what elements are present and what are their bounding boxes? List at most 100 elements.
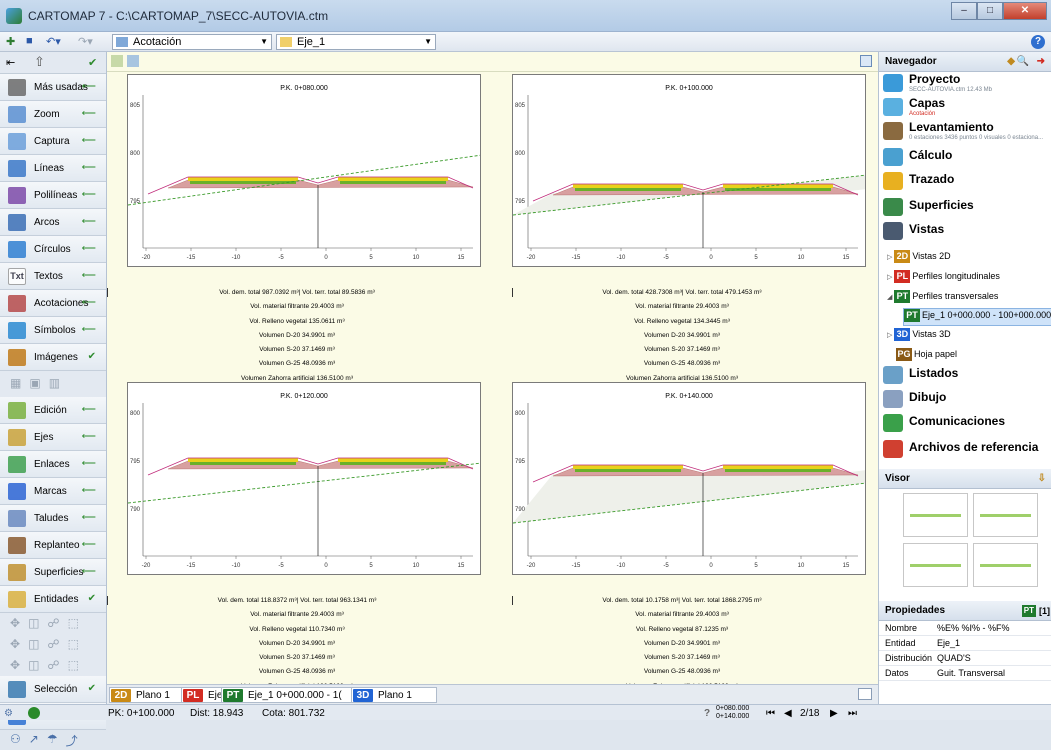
zoom-extents-icon[interactable] [111,55,123,67]
prev-page-icon[interactable]: ◀ [784,708,792,719]
tool-group-dimension[interactable]: Acotaciones ⟵ [0,290,106,317]
property-row[interactable]: Nombre %E% %I% - %F% [879,621,1051,636]
view-tab[interactable]: 3D Plano 1 [351,687,437,703]
pin-icon[interactable]: ⇩ [1037,473,1046,484]
pan-icon[interactable] [127,55,139,67]
collapsed-icon[interactable]: ▷ [887,273,895,281]
layer-combo[interactable]: Acotación ▼ [112,34,272,50]
entity-tool-icon[interactable]: ⬚ [67,658,79,672]
minimize-button[interactable]: – [951,2,977,20]
maximize-view-icon[interactable] [860,55,872,67]
tool-group-capture[interactable]: Captura ⟵ [0,128,106,155]
pin-icon[interactable]: ✔ [87,683,96,694]
entity-tool-icon[interactable]: ◫ [28,658,40,672]
pin-icon[interactable]: ✔ [88,57,98,69]
property-row[interactable]: Entidad Eje_1 [879,636,1051,651]
tool-group-marks[interactable]: Marcas ⟵ [0,478,106,505]
visor-thumb[interactable] [973,493,1038,537]
visor-thumb[interactable] [903,543,968,587]
cross-section-plot[interactable]: P.K. 0+080.000 -20 -15 -10 -5 0 5 10 15 805 800 795 [127,74,481,267]
tool-group-most-used[interactable]: Más usadas ⟵ [0,74,106,101]
drawing-area[interactable]: P.K. 0+080.000 -20 -15 -10 -5 0 5 10 15 805 800 795… [107,52,878,704]
tree-item[interactable]: PG Hoja papel [887,348,957,366]
entity-tool-icon[interactable]: ☍ [47,658,60,672]
nav-proyecto[interactable]: Proyecto SECC-AUTOVIA.ctm 12.43 Mb [883,72,1048,94]
snap-icon[interactable]: ⚙ [4,708,13,719]
image-tool-icon[interactable]: ▦ [10,376,22,390]
pin-icon[interactable]: ⟵ [81,270,96,281]
tool-group-surfaces[interactable]: Superficies ⟵ [0,559,106,586]
nav-cálculo[interactable]: Cálculo [883,146,1048,168]
cross-section-plot[interactable]: P.K. 0+140.000 -20 -15 -10 -5 0 5 10 15 800 795 790 [512,382,866,575]
tool-group-staking[interactable]: Replanteo ⟵ [0,532,106,559]
cake-icon[interactable]: ◆ [1007,56,1015,67]
tool-group-images[interactable]: Imágenes ✔ [0,344,106,371]
property-row[interactable]: Distribución QUAD'S [879,651,1051,666]
tree-item[interactable]: ◢ PT Perfiles transversales [887,290,998,308]
pin-icon[interactable]: ⟵ [81,162,96,173]
nav-superficies[interactable]: Superficies [883,196,1048,218]
tool-group-text[interactable]: Txt Textos ⟵ [0,263,106,290]
tool-group-lines[interactable]: Líneas ⟵ [0,155,106,182]
tool-group-links[interactable]: Enlaces ⟵ [0,451,106,478]
nav-listados[interactable]: Listados [883,364,1048,386]
save-icon[interactable]: ■ [26,35,33,47]
close-button[interactable]: ✕ [1003,2,1047,20]
entity-tool-icon[interactable]: ✥ [10,658,21,672]
help-icon[interactable]: ? [1031,35,1045,49]
nav-vistas[interactable]: Vistas [883,220,1048,242]
pin-icon[interactable]: ⟵ [81,243,96,254]
tool-group-polylines[interactable]: Polilíneas ⟵ [0,182,106,209]
tree-item[interactable]: ▷ 2D Vistas 2D [887,250,951,268]
nav-levantamiento[interactable]: Levantamiento 0 estaciones 3436 puntos 0 … [883,120,1048,142]
bottom-tool-icon[interactable]: ☂ [46,732,58,746]
pin-icon[interactable]: ⟵ [81,485,96,496]
nav-comunicaciones[interactable]: Comunicaciones [883,412,1048,434]
pin-icon[interactable]: ⟵ [81,431,96,442]
pin-icon[interactable]: ⟵ [81,566,96,577]
bottom-tool-icon[interactable]: ⚇ [10,732,21,746]
tool-group-selection[interactable]: Selección ✔ [0,676,106,703]
collapsed-icon[interactable]: ▷ [887,253,895,261]
visor-thumb[interactable] [973,543,1038,587]
pin-icon[interactable]: ⟵ [81,216,96,227]
entity-tool-icon[interactable]: ⬚ [67,616,79,630]
entity-tool-icon[interactable]: ◫ [28,616,40,630]
first-page-icon[interactable]: ⏮ [766,708,775,719]
tool-group-axes[interactable]: Ejes ⟵ [0,424,106,451]
pin-icon[interactable]: ⟵ [81,135,96,146]
tool-group-symbols[interactable]: Símbolos ⟵ [0,317,106,344]
pin-icon[interactable]: ✔ [87,351,96,362]
property-row[interactable]: Datos Guit. Transversal [879,666,1051,681]
arrow-right-icon[interactable]: ➜ [1036,56,1045,67]
tool-group-slopes[interactable]: Taludes ⟵ [0,505,106,532]
pin-icon[interactable]: ⟵ [81,108,96,119]
tool-group-entities[interactable]: Entidades ✔ [0,586,106,613]
pin-icon[interactable]: ✔ [87,593,96,604]
entity-tool-icon[interactable]: ◫ [28,637,40,651]
axis-combo[interactable]: Eje_1 ▼ [276,34,436,50]
entity-tool-icon[interactable]: ✥ [10,637,21,651]
go-icon[interactable] [28,707,40,719]
pin-icon[interactable]: ⟵ [81,512,96,523]
last-page-icon[interactable]: ⏭ [848,708,857,719]
tree-item[interactable]: ▷ PL Perfiles longitudinales [887,270,1000,288]
help-icon[interactable]: ? [704,708,711,719]
visor-thumb[interactable] [903,493,968,537]
image-tool-icon[interactable]: ▥ [48,376,61,390]
search-icon[interactable]: 🔍 [1016,56,1029,67]
pin-icon[interactable]: ⟵ [81,297,96,308]
pin-icon[interactable]: ⟵ [81,324,96,335]
cross-section-plot[interactable]: P.K. 0+120.000 -20 -15 -10 -5 0 5 10 15 800 795 790 [127,382,481,575]
tree-item[interactable]: ▷ 3D Vistas 3D [887,328,951,346]
up-icon[interactable]: ⇧ [34,54,45,69]
cross-section-plot[interactable]: P.K. 0+100.000 -20 -15 -10 -5 0 5 10 15 805 800 795 [512,74,866,267]
entity-tool-icon[interactable]: ☍ [47,616,60,630]
redo-icon[interactable]: ↷▾ [78,36,93,48]
view-tab[interactable]: 2D Plano 1 [109,687,203,703]
tree-item[interactable]: PT Eje_1 0+000.000 - 100+000.000 [903,308,1051,326]
undo-icon[interactable]: ↶▾ [46,36,61,48]
new-file-icon[interactable]: ✚ [6,36,16,48]
pin-icon[interactable]: ⟵ [81,189,96,200]
pin-icon[interactable]: ⟵ [81,458,96,469]
